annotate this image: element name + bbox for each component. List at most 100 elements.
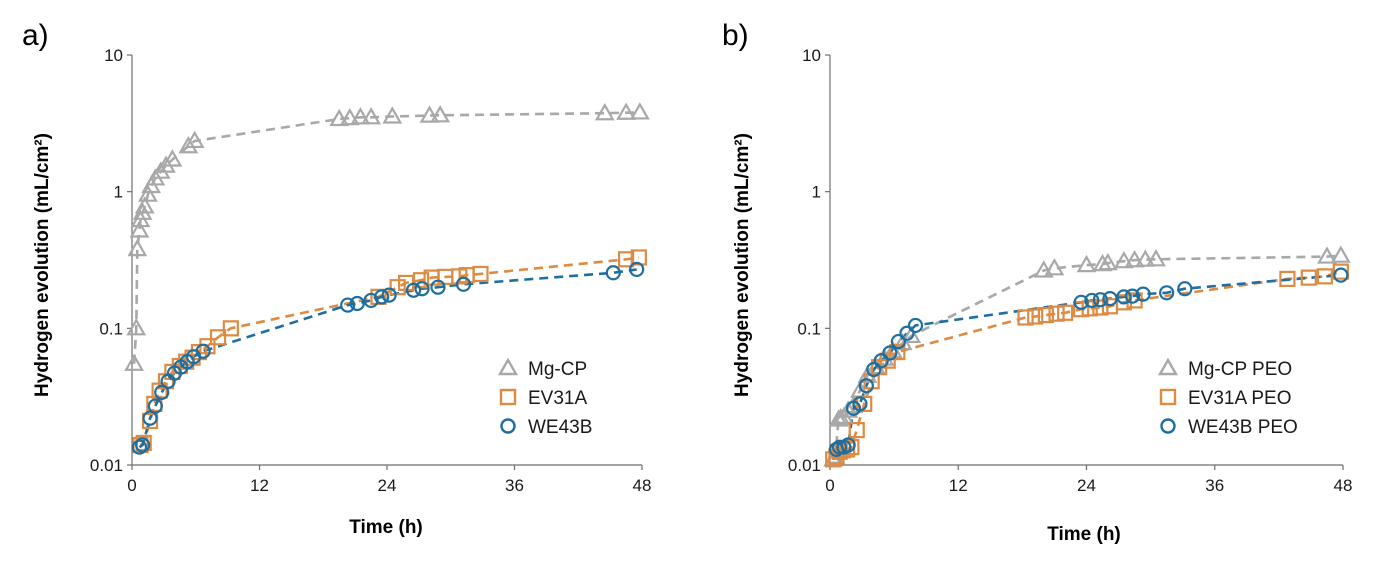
legend-label-ev31a: EV31A: [528, 388, 587, 409]
data-point-mg-cp: [594, 102, 615, 121]
data-point-mg-cp-peo: [1124, 250, 1145, 268]
trend-line-mg-cp: [132, 111, 640, 364]
legend-marker-ev31a: [499, 388, 517, 406]
data-point-we43b: [374, 289, 390, 305]
data-point-ev31a-peo: [889, 344, 906, 361]
y-tick-label: 10: [802, 46, 821, 65]
data-point-mg-cp-peo: [883, 341, 903, 359]
y-tick-label: 1: [812, 183, 821, 202]
x-tick-label: 24: [1077, 476, 1096, 495]
x-axis-title-b: Time (h): [1047, 524, 1121, 545]
x-tick-label: 36: [1205, 476, 1224, 495]
data-point-mg-cp: [616, 102, 636, 120]
data-point-ev31a-peo: [1279, 270, 1296, 287]
data-point-mg-cp-peo: [1044, 258, 1065, 276]
legend-marker-we43b-peo: [1160, 418, 1176, 434]
axes-a: 0.01 0.1 1 10 0 12 24 36 48: [90, 46, 652, 495]
data-point-we43b-peo: [1177, 281, 1193, 297]
chart-panel-a: a) 0.01 0.1 1 10 0 12 24 36 48 Hydrogen evolutio…: [22, 19, 651, 538]
data-point-ev31a-peo: [1300, 269, 1317, 286]
data-point-mg-cp: [350, 107, 371, 125]
data-point-we43b: [147, 398, 163, 414]
data-point-ev31a: [222, 320, 239, 337]
data-point-we43b: [605, 265, 621, 281]
data-point-ev31a-peo: [1017, 309, 1034, 326]
data-point-mg-cp: [430, 105, 451, 123]
data-point-mg-cp: [361, 107, 381, 125]
data-point-mg-cp: [419, 105, 440, 123]
chart-panel-b: b) 0.01 0.1 1 10 0 12 24 36 48 Hydrogen evolutio…: [722, 19, 1352, 545]
data-point-mg-cp-peo: [1076, 254, 1097, 273]
axes-b: 0.01 0.1 1 10 0 12 24 36 48: [788, 46, 1353, 495]
data-point-mg-cp: [178, 136, 199, 154]
data-point-we43b-peo: [899, 325, 915, 341]
data-point-we43b: [195, 343, 211, 359]
data-point-mg-cp: [126, 318, 147, 336]
data-point-ev31a: [630, 249, 647, 266]
data-point-mg-cp: [629, 102, 650, 120]
data-point-ev31a-peo: [848, 422, 865, 439]
legend-label-ev31a-peo: EV31A PEO: [1188, 388, 1292, 409]
legend-b: Mg-CP PEO EV31A PEO WE43B PEO: [1157, 357, 1298, 438]
legend-marker-ev31a-peo: [1159, 388, 1177, 406]
legend-marker-we43b: [500, 418, 516, 434]
x-tick-label: 24: [378, 476, 397, 495]
data-point-we43b: [381, 287, 397, 303]
data-point-mg-cp: [162, 149, 183, 167]
data-point-ev31a-peo: [1027, 308, 1044, 325]
data-point-we43b-peo: [1159, 285, 1175, 301]
data-point-mg-cp-peo: [1135, 249, 1156, 267]
data-point-we43b-peo: [890, 333, 907, 350]
x-tick-label: 48: [1334, 476, 1353, 495]
data-point-we43b-peo: [1124, 288, 1141, 304]
data-point-we43b-peo: [1092, 292, 1108, 308]
data-point-mg-cp: [134, 196, 155, 214]
data-point-we43b: [455, 276, 472, 292]
data-point-we43b: [349, 295, 365, 312]
data-point-mg-cp-peo: [1033, 260, 1054, 278]
x-tick-label: 0: [825, 476, 834, 495]
data-point-we43b-peo: [1333, 267, 1349, 283]
data-point-we43b-peo: [866, 361, 882, 378]
y-tick-label: 10: [104, 46, 123, 65]
data-point-we43b: [131, 439, 148, 455]
data-point-we43b: [629, 261, 645, 277]
panel-label-b: b): [722, 19, 749, 52]
data-point-we43b-peo: [873, 353, 889, 369]
data-point-ev31a-peo: [1332, 263, 1349, 280]
data-point-mg-cp: [339, 107, 360, 126]
data-point-we43b-peo: [1116, 289, 1132, 305]
trend-line-ev31a: [139, 256, 639, 447]
data-point-we43b-peo: [1073, 294, 1089, 310]
plot-area-b: [823, 245, 1351, 468]
x-axis-title-a: Time (h): [349, 517, 423, 538]
data-point-ev31a-peo: [1057, 304, 1074, 321]
data-point-we43b: [154, 384, 170, 400]
y-tick-label: 0.01: [90, 456, 123, 475]
y-tick-label: 0.1: [797, 319, 821, 338]
x-tick-label: 12: [250, 476, 269, 495]
trend-line-ev31a-peo: [832, 270, 1342, 461]
data-point-we43b-peo: [1135, 286, 1151, 302]
x-tick-label: 12: [949, 476, 968, 495]
data-point-mg-cp-peo: [1330, 245, 1351, 263]
data-point-mg-cp-peo: [1114, 250, 1134, 269]
legend-a: Mg-CP EV31A WE43B: [497, 357, 592, 438]
y-axis-title-a: Hydrogen evolution (mL/cm²): [32, 133, 53, 397]
data-point-we43b-peo: [832, 439, 848, 455]
legend-label-we43b: WE43B: [528, 417, 592, 438]
data-point-mg-cp: [138, 184, 158, 202]
data-point-ev31a-peo: [1037, 306, 1054, 324]
data-point-we43b: [135, 437, 151, 453]
data-point-we43b-peo: [852, 396, 868, 412]
data-point-mg-cp-peo: [1146, 249, 1166, 267]
data-point-we43b-peo: [882, 345, 898, 361]
data-point-mg-cp-peo: [1317, 246, 1337, 264]
y-tick-label: 0.01: [788, 456, 821, 475]
data-point-we43b: [414, 281, 430, 297]
legend-marker-mg-cp-peo: [1157, 357, 1179, 376]
data-point-ev31a: [472, 265, 489, 283]
data-point-ev31a: [412, 272, 430, 289]
data-point-ev31a-peo: [1048, 305, 1065, 322]
